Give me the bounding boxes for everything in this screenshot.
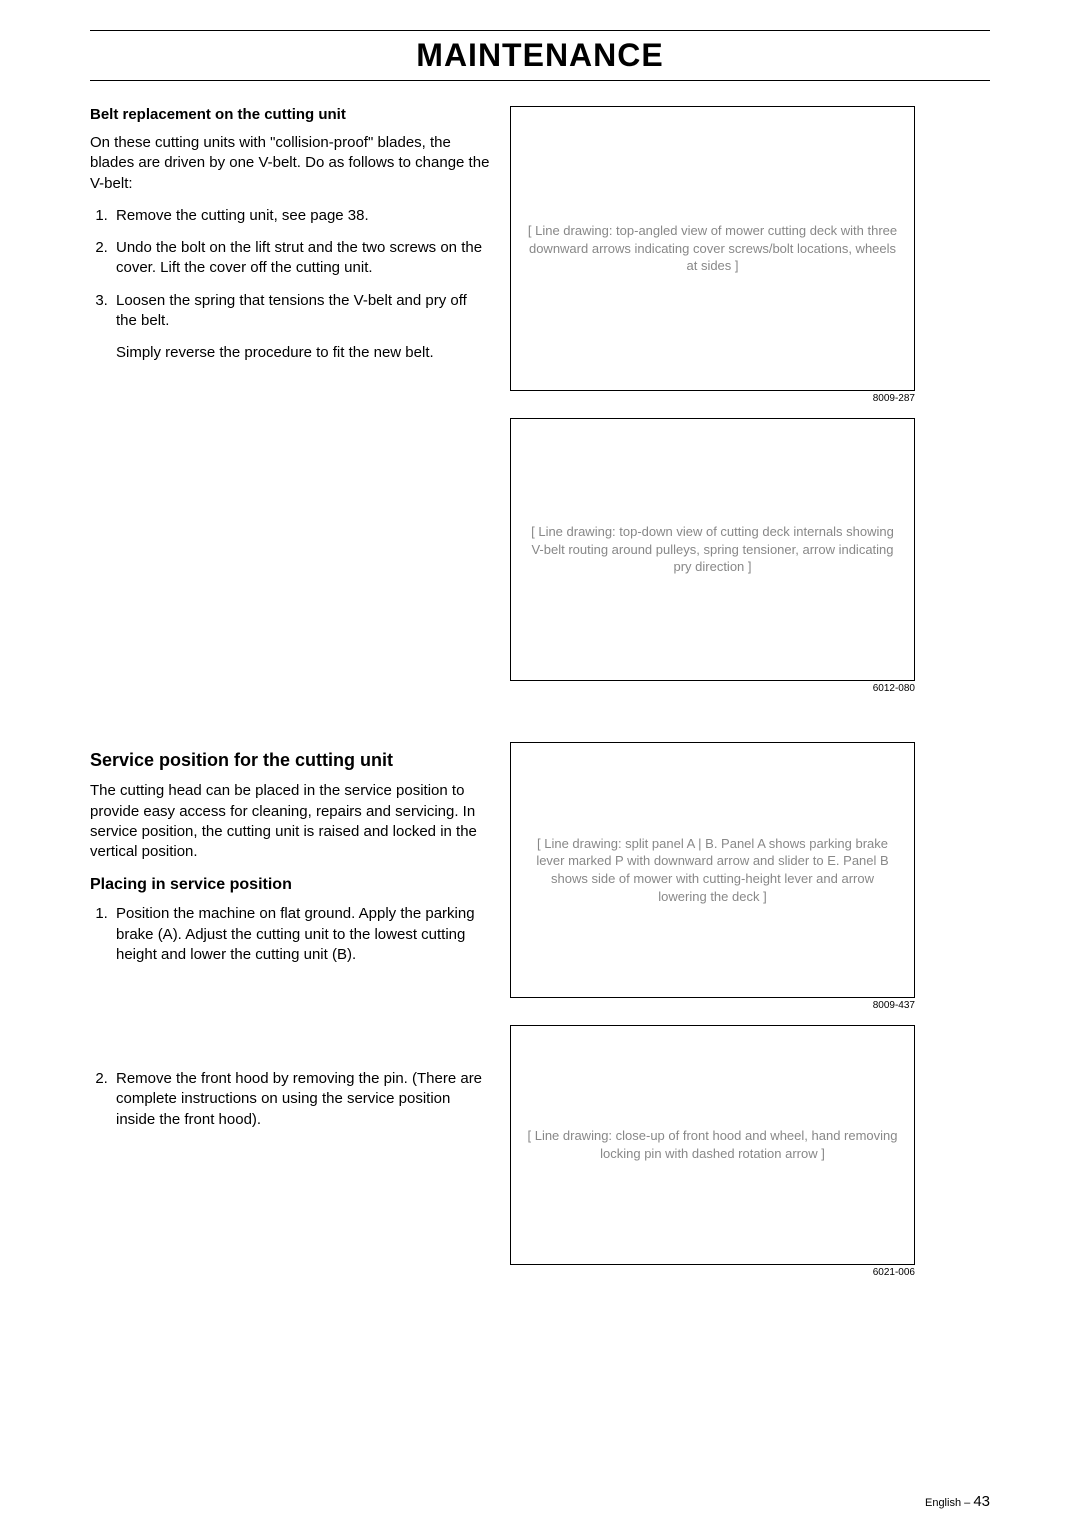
section1-step-2: Undo the bolt on the lift strut and the … bbox=[112, 238, 490, 279]
figure-3: [ Line drawing: split panel A | B. Panel… bbox=[510, 742, 915, 998]
figure-1-ref: 8009-287 bbox=[510, 393, 915, 404]
section2-step-2: Remove the front hood by removing the pi… bbox=[112, 1069, 490, 1130]
section2-intro: The cutting head can be placed in the se… bbox=[90, 781, 490, 862]
figure-1-desc: [ Line drawing: top-angled view of mower… bbox=[511, 212, 914, 285]
section1-step-3: Loosen the spring that tensions the V-be… bbox=[112, 291, 490, 364]
figure-4-desc: [ Line drawing: close-up of front hood a… bbox=[511, 1117, 914, 1172]
figure-4: [ Line drawing: close-up of front hood a… bbox=[510, 1025, 915, 1265]
section1-step-1: Remove the cutting unit, see page 38. bbox=[112, 206, 490, 226]
section2-sub-heading: Placing in service position bbox=[90, 876, 490, 894]
footer-page-number: 43 bbox=[973, 1493, 990, 1510]
section1-heading: Belt replacement on the cutting unit bbox=[90, 106, 490, 123]
figure-4-ref: 6021-006 bbox=[510, 1267, 915, 1278]
figure-2: [ Line drawing: top-down view of cutting… bbox=[510, 418, 915, 681]
page-footer: English – 43 bbox=[925, 1493, 990, 1510]
figure-3-ref: 8009-437 bbox=[510, 1000, 915, 1011]
section1-outro: Simply reverse the procedure to fit the … bbox=[116, 343, 490, 363]
figure-1: [ Line drawing: top-angled view of mower… bbox=[510, 106, 915, 391]
figure-2-desc: [ Line drawing: top-down view of cutting… bbox=[511, 513, 914, 586]
page-title: MAINTENANCE bbox=[90, 30, 990, 81]
figure-2-ref: 6012-080 bbox=[510, 683, 915, 694]
footer-lang: English – bbox=[925, 1497, 970, 1509]
section2-heading: Service position for the cutting unit bbox=[90, 750, 490, 771]
figure-3-desc: [ Line drawing: split panel A | B. Panel… bbox=[511, 825, 914, 915]
section2-step-1: Position the machine on flat ground. App… bbox=[112, 904, 490, 965]
section1-intro: On these cutting units with "collision-p… bbox=[90, 133, 490, 194]
